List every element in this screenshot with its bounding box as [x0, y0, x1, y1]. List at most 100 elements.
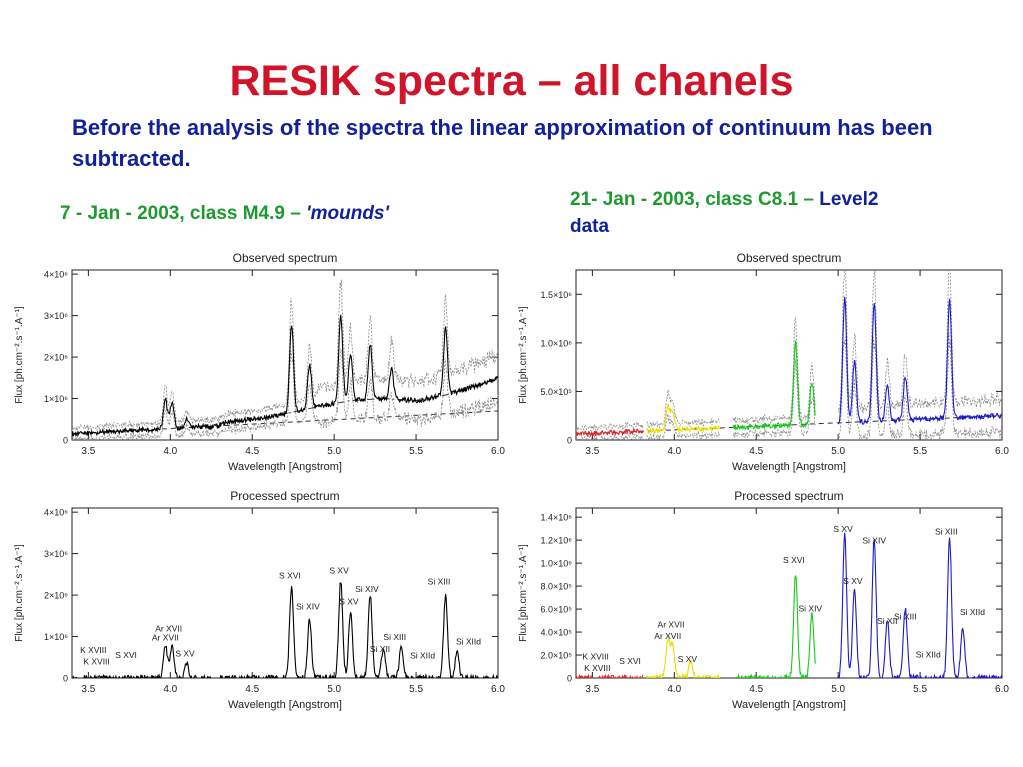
spectrum-series-0 [576, 428, 644, 438]
x-tick-label: 5.0 [831, 446, 845, 457]
y-tick-label: 2×10⁶ [44, 353, 68, 363]
y-tick-label: 3×10⁶ [44, 311, 68, 321]
line-annotation: K XVIII [83, 656, 109, 666]
line-annotation: K XVIII [582, 652, 608, 662]
right-caption-main: 21- Jan - 2003, class C8.1 – [570, 189, 820, 210]
x-tick-label: 4.5 [749, 446, 763, 457]
line-annotation: S XV [678, 654, 698, 664]
x-tick-label: 3.5 [585, 684, 599, 695]
y-tick-label: 0 [63, 436, 68, 446]
spectrum-series-3 [837, 532, 1002, 678]
plot-frame [575, 269, 1003, 441]
line-annotation: Si XIId [916, 649, 941, 659]
line-annotation: Si XIII [428, 577, 451, 587]
y-axis-label: Flux [ph.cm⁻².s⁻¹.A⁻¹] [518, 306, 529, 404]
line-annotation: Ar XVII [658, 619, 685, 629]
x-tick-label: 5.0 [327, 684, 341, 695]
y-tick-label: 5.0×10⁵ [540, 387, 572, 397]
right-caption-level2: Level2 [819, 189, 879, 210]
x-tick-label: 4.0 [667, 684, 681, 695]
x-axis-label: Wavelength [Angstrom] [732, 461, 846, 473]
y-tick-label: 2.0×10⁵ [540, 651, 572, 661]
plot-area [576, 532, 1002, 678]
y-tick-label: 1×10⁶ [44, 394, 68, 404]
line-annotation: Si XIII [935, 526, 958, 536]
x-tick-label: 5.5 [409, 446, 423, 457]
plot-area [576, 270, 1002, 440]
line-annotation: S XVI [619, 656, 641, 666]
line-annotation: Si XIV [296, 602, 320, 612]
y-tick-label: 1.2×10⁶ [541, 536, 573, 546]
y-tick-label: 4.0×10⁵ [540, 628, 572, 638]
x-tick-label: 4.5 [749, 684, 763, 695]
x-tick-label: 4.0 [163, 446, 177, 457]
slide-title: RESIK spectra – all chanels [229, 57, 794, 105]
error-upper-0 [576, 421, 644, 432]
x-tick-label: 6.0 [995, 684, 1009, 695]
error-lower-0 [72, 348, 498, 440]
y-tick-label: 0 [567, 674, 572, 684]
spectrum-series-1 [645, 637, 721, 678]
chart-right-processed: Processed spectrum 3.5 4.0 4.5 5.0 5.5 6.0 0 2.0… [518, 489, 1009, 711]
spectrum-series-0 [72, 314, 498, 438]
chart-left-processed: Processed spectrum 3.5 4.0 4.5 5.0 5.5 6.0 0 1×1… [14, 489, 505, 711]
error-lower-1 [646, 412, 721, 440]
line-annotation: Si XIV [355, 584, 379, 594]
chart-right-observed: Observed spectrum 3.5 4.0 4.5 5.0 5.5 6.0 0 5.0×… [518, 251, 1009, 473]
x-tick-label: 3.5 [585, 446, 599, 457]
chart-title: Observed spectrum [737, 251, 842, 265]
x-tick-label: 6.0 [491, 446, 505, 457]
chart-title: Processed spectrum [734, 489, 843, 503]
line-annotation: S XV [833, 524, 853, 534]
y-tick-label: 1×10⁶ [44, 632, 68, 642]
spectrum-series-3 [837, 296, 1002, 425]
y-tick-label: 3×10⁶ [44, 549, 68, 559]
x-tick-label: 5.5 [913, 684, 927, 695]
y-axis-label: Flux [ph.cm⁻².s⁻¹.A⁻¹] [14, 544, 25, 642]
x-tick-label: 5.0 [831, 684, 845, 695]
line-annotation: Ar XVII [152, 633, 179, 643]
spectrum-series-0 [576, 673, 644, 678]
y-tick-label: 0 [63, 674, 68, 684]
error-lower-2 [732, 359, 816, 439]
error-upper-3 [837, 270, 1002, 413]
left-caption: 7 - Jan - 2003, class M4.9 – 'mounds' [60, 203, 389, 225]
y-tick-label: 1.0×10⁶ [541, 338, 573, 348]
line-annotation: Si XIId [960, 607, 985, 617]
x-axis-label: Wavelength [Angstrom] [732, 699, 846, 711]
line-annotation: Si XIId [456, 636, 481, 646]
left-caption-emphasis: 'mounds' [306, 203, 390, 224]
x-tick-label: 4.0 [667, 446, 681, 457]
x-tick-label: 5.0 [327, 446, 341, 457]
y-axis-label: Flux [ph.cm⁻².s⁻¹.A⁻¹] [14, 306, 25, 404]
line-annotation: Si XII [370, 644, 390, 654]
line-annotation: S XVI [115, 650, 137, 660]
x-tick-label: 4.5 [245, 684, 259, 695]
chart-left-observed: Observed spectrum 3.5 4.0 4.5 5.0 5.5 6.0 0 1×10… [14, 251, 505, 473]
x-axis-label: Wavelength [Angstrom] [228, 461, 342, 473]
line-annotation: Si XIId [410, 651, 435, 661]
line-annotation: Si XIV [798, 603, 822, 613]
error-upper-2 [732, 317, 816, 425]
line-annotation: S XV [843, 576, 863, 586]
error-upper-0 [72, 279, 498, 432]
right-caption-data: data [570, 216, 610, 237]
y-tick-label: 1.5×10⁶ [541, 290, 573, 300]
y-tick-label: 4×10⁶ [44, 270, 68, 280]
line-annotation: Ar XVII [155, 624, 182, 634]
right-caption: 21- Jan - 2003, class C8.1 – Level2 data [570, 186, 1010, 240]
line-annotation: S XVI [279, 570, 301, 580]
error-lower-3 [837, 332, 1002, 440]
x-tick-label: 4.0 [163, 684, 177, 695]
plot-area [72, 279, 498, 440]
line-annotation: S XVI [783, 555, 805, 565]
line-annotation: S XV [329, 566, 349, 576]
line-annotation: K XVIII [584, 663, 610, 673]
x-tick-label: 3.5 [81, 684, 95, 695]
x-tick-label: 3.5 [81, 446, 95, 457]
line-annotation: Si XIV [862, 536, 886, 546]
slide-subtitle: Before the analysis of the spectra the l… [72, 115, 933, 171]
y-tick-label: 4×10⁶ [44, 508, 68, 518]
line-annotation: S XV [339, 597, 359, 607]
y-tick-label: 1.0×10⁶ [541, 559, 573, 569]
